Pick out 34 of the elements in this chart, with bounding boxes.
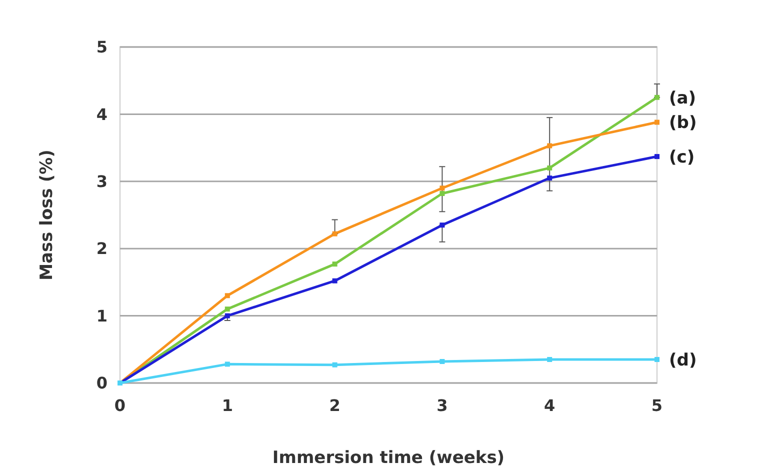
point	[224, 362, 230, 367]
point	[654, 154, 660, 160]
y-tick-label: 5	[96, 38, 108, 57]
x-tick-label: 2	[329, 396, 340, 415]
y-tick-label: 0	[96, 374, 108, 393]
y-tick-label: 2	[96, 239, 108, 258]
point	[332, 278, 338, 284]
x-tick-label: 1	[222, 396, 233, 415]
point	[654, 120, 660, 125]
point	[332, 362, 338, 368]
x-tick-label: 3	[436, 396, 448, 415]
series-label: (a)	[669, 88, 696, 108]
point	[440, 186, 445, 191]
point	[547, 143, 552, 148]
point	[654, 356, 660, 362]
point	[332, 262, 338, 267]
series-label: (b)	[669, 113, 697, 134]
point	[547, 165, 552, 170]
point	[224, 293, 230, 298]
x-tick-label: 4	[544, 396, 556, 415]
x-tick-label: 0	[114, 396, 126, 415]
y-tick-label: 3	[96, 172, 108, 191]
point	[440, 358, 445, 364]
x-tick-label: 5	[651, 396, 663, 415]
y-tick-label: 1	[96, 306, 108, 326]
y-axis-title: Mass loss (%)	[37, 150, 57, 280]
x-axis-title: Immersion time (weeks)	[272, 448, 505, 468]
y-tick-label: 4	[96, 104, 108, 124]
point	[547, 356, 552, 362]
series-label: (c)	[669, 147, 695, 168]
point	[547, 176, 552, 181]
point	[224, 306, 230, 312]
series-label: (d)	[669, 350, 697, 370]
point	[440, 190, 445, 196]
